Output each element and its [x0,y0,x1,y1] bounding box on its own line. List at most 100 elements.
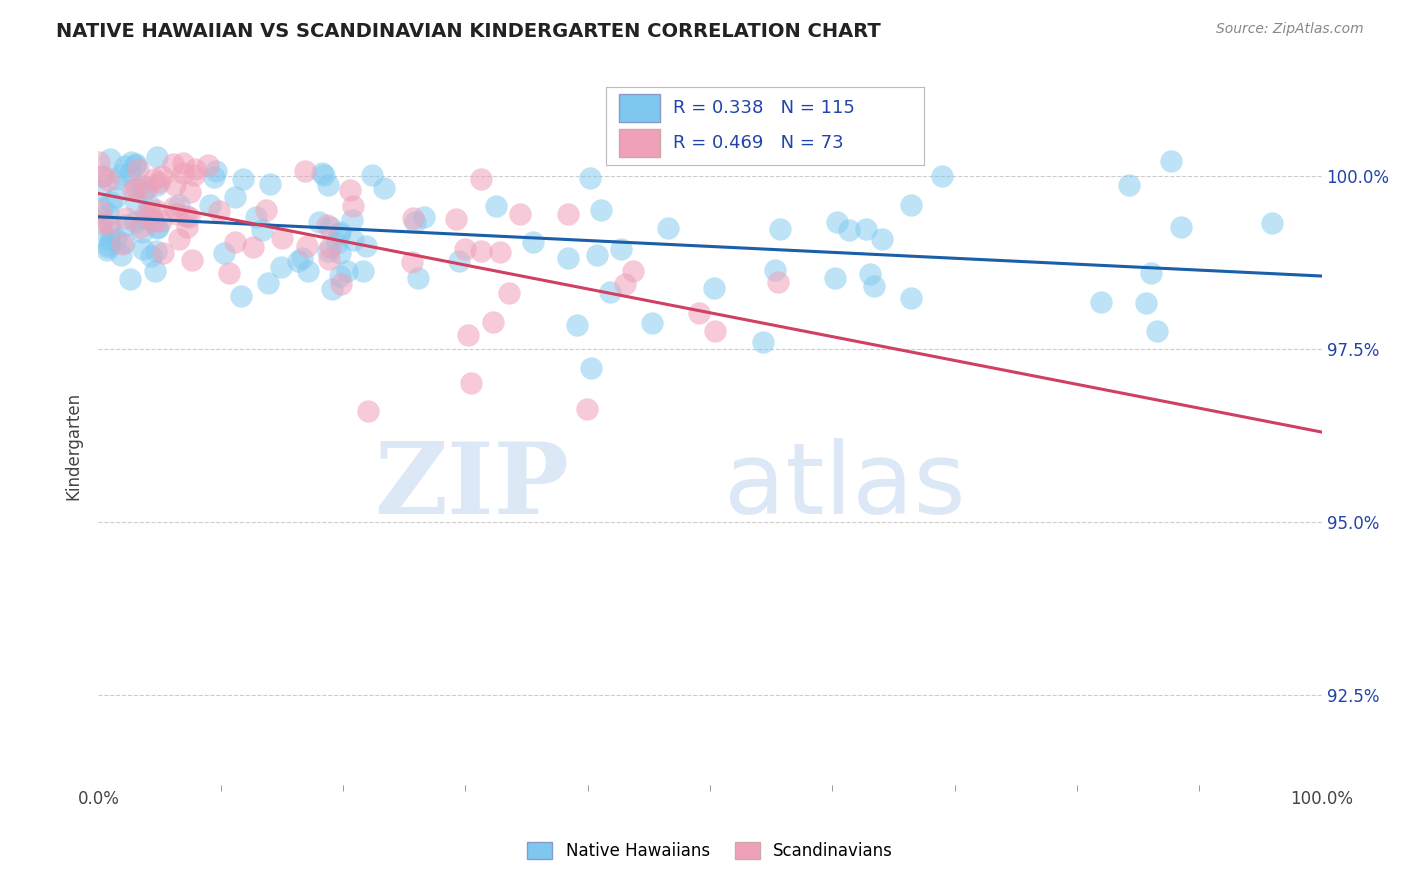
Point [183,169,205,183]
Point [259,177,281,191]
Point [150,214,173,228]
Point [319,220,342,235]
Point [1170,219,1192,234]
Point [1090,294,1112,309]
Point [89,203,111,218]
Point [402,211,425,226]
Point [242,239,264,253]
Point [316,244,339,258]
Point [145,220,167,235]
Point [129,220,152,235]
Point [254,203,277,218]
Point [862,279,884,293]
Point [105,171,128,186]
Point [763,262,786,277]
Point [202,170,225,185]
Point [336,263,359,277]
Point [172,155,194,169]
Point [1261,216,1284,230]
Point [145,264,167,278]
Point [453,242,475,256]
Point [166,207,188,221]
Point [316,219,339,233]
Point [361,168,384,182]
Point [146,219,169,234]
Point [586,248,609,262]
Point [329,269,352,284]
Point [287,254,309,268]
Point [522,235,544,250]
Point [1135,296,1157,310]
Point [145,202,167,217]
Point [110,169,132,183]
Point [900,291,922,305]
Point [613,277,636,291]
Point [339,183,361,197]
Point [212,246,235,260]
Point [105,190,128,204]
Point [97,206,120,220]
Point [224,235,246,250]
Point [229,288,252,302]
Point [825,215,848,229]
Point [270,260,292,274]
Point [291,251,314,265]
Text: Source: ZipAtlas.com: Source: ZipAtlas.com [1216,22,1364,37]
Point [127,162,149,177]
Point [460,376,482,390]
Point [356,404,378,418]
Point [470,244,492,258]
Point [218,266,240,280]
Point [100,195,122,210]
Point [100,224,122,238]
Point [657,221,679,235]
Point [271,231,294,245]
Point [176,210,198,224]
Point [621,264,644,278]
Point [308,215,330,229]
Point [316,178,339,193]
Point [859,267,882,281]
Point [576,401,599,416]
Point [146,150,169,164]
Point [330,277,353,291]
Point [135,211,157,226]
Point [89,155,111,169]
Point [1118,178,1140,192]
Point [482,315,505,329]
Point [98,217,121,231]
Point [354,239,377,253]
Point [342,199,364,213]
Point [124,158,146,172]
Point [91,169,114,183]
Point [752,334,775,349]
Point [205,163,228,178]
Point [145,178,167,192]
Point [143,171,166,186]
Point [176,220,198,235]
Point [318,252,340,266]
Point [319,240,342,254]
Point [181,253,204,268]
Point [167,232,190,246]
Point [124,195,146,210]
Point [703,324,725,338]
Point [145,244,167,259]
Point [703,281,725,295]
Point [148,175,170,189]
Point [125,156,148,170]
Point [557,251,579,265]
Point [115,219,138,233]
Point [91,216,114,230]
Point [91,201,114,215]
Point [139,206,162,220]
Point [162,156,184,170]
Point [105,232,128,246]
Text: atlas: atlas [724,438,966,535]
Point [97,239,120,253]
Bar [619,94,661,122]
Point [129,178,152,192]
Point [406,270,429,285]
Point [870,232,893,246]
Point [489,244,512,259]
